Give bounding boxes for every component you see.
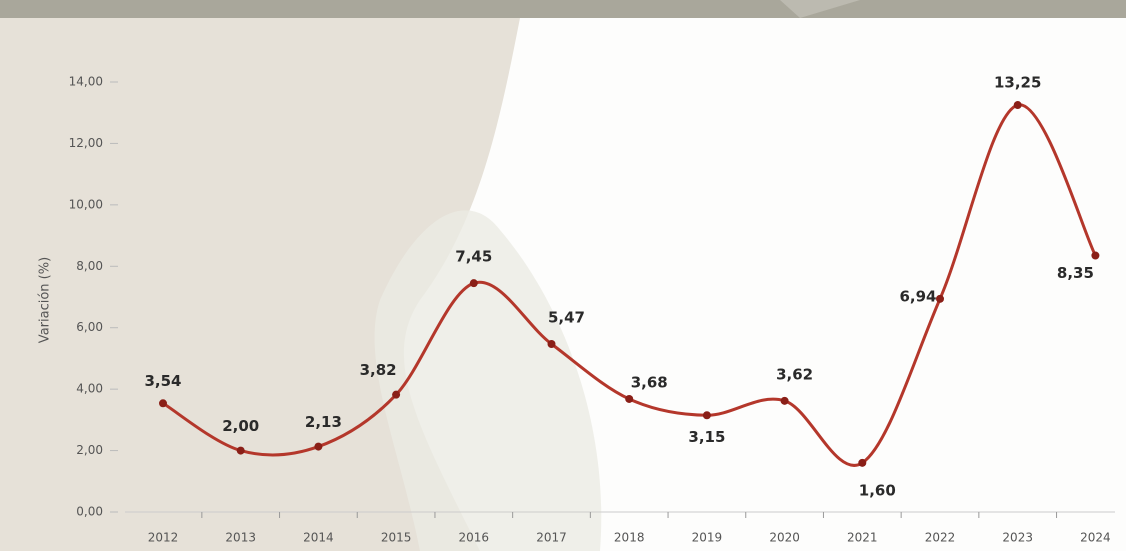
value-label: 3,68 [631, 373, 668, 391]
value-label: 13,25 [994, 74, 1041, 92]
value-label: 1,60 [859, 481, 896, 499]
x-tick-label: 2012 [148, 531, 179, 545]
point [392, 390, 401, 399]
x-tick-label: 2020 [769, 531, 800, 545]
point [625, 394, 634, 403]
x-tick-label: 2016 [459, 531, 490, 545]
x-tick-label: 2022 [925, 531, 956, 545]
x-tick-label: 2024 [1080, 531, 1111, 545]
point [1091, 251, 1100, 260]
y-tick-label: 12,00 [69, 136, 103, 150]
x-tick-label: 2023 [1002, 531, 1033, 545]
point [314, 442, 323, 451]
value-label: 3,62 [776, 365, 813, 383]
x-tick-label: 2017 [536, 531, 567, 545]
value-label: 2,00 [222, 417, 259, 435]
point [547, 339, 556, 348]
top-band [0, 0, 1126, 18]
value-label: 5,47 [548, 308, 585, 326]
value-label: 3,54 [144, 372, 181, 390]
value-label: 3,15 [688, 428, 725, 446]
value-label: 3,82 [360, 361, 397, 379]
point [858, 458, 867, 467]
y-tick-label: 10,00 [69, 197, 103, 211]
x-tick-label: 2018 [614, 531, 645, 545]
background-shape [780, 0, 860, 18]
point [780, 396, 789, 405]
value-label: 7,45 [455, 248, 492, 266]
y-tick-label: 14,00 [69, 75, 103, 89]
point [159, 399, 167, 408]
x-tick-label: 2015 [381, 531, 412, 545]
y-tick-label: 4,00 [76, 382, 103, 396]
line [162, 103, 1097, 467]
point [702, 411, 711, 420]
point [936, 294, 944, 303]
y-axis-label: Variación (%) [38, 257, 53, 343]
value-label: 2,13 [305, 413, 342, 431]
value-label: 8,35 [1057, 264, 1094, 282]
value-label: 6,94 [899, 287, 936, 305]
point [236, 446, 245, 455]
y-tick-label: 0,00 [76, 505, 103, 519]
x-tick-label: 2021 [847, 531, 878, 545]
y-tick-label: 2,00 [76, 443, 103, 457]
y-tick-label: 6,00 [76, 320, 103, 334]
background-shape [374, 210, 602, 551]
x-tick-label: 2013 [225, 531, 256, 545]
x-tick-label: 2014 [303, 531, 334, 545]
y-tick-label: 8,00 [76, 259, 103, 273]
point [1013, 101, 1022, 110]
point [469, 279, 478, 288]
x-tick-label: 2019 [692, 531, 723, 545]
